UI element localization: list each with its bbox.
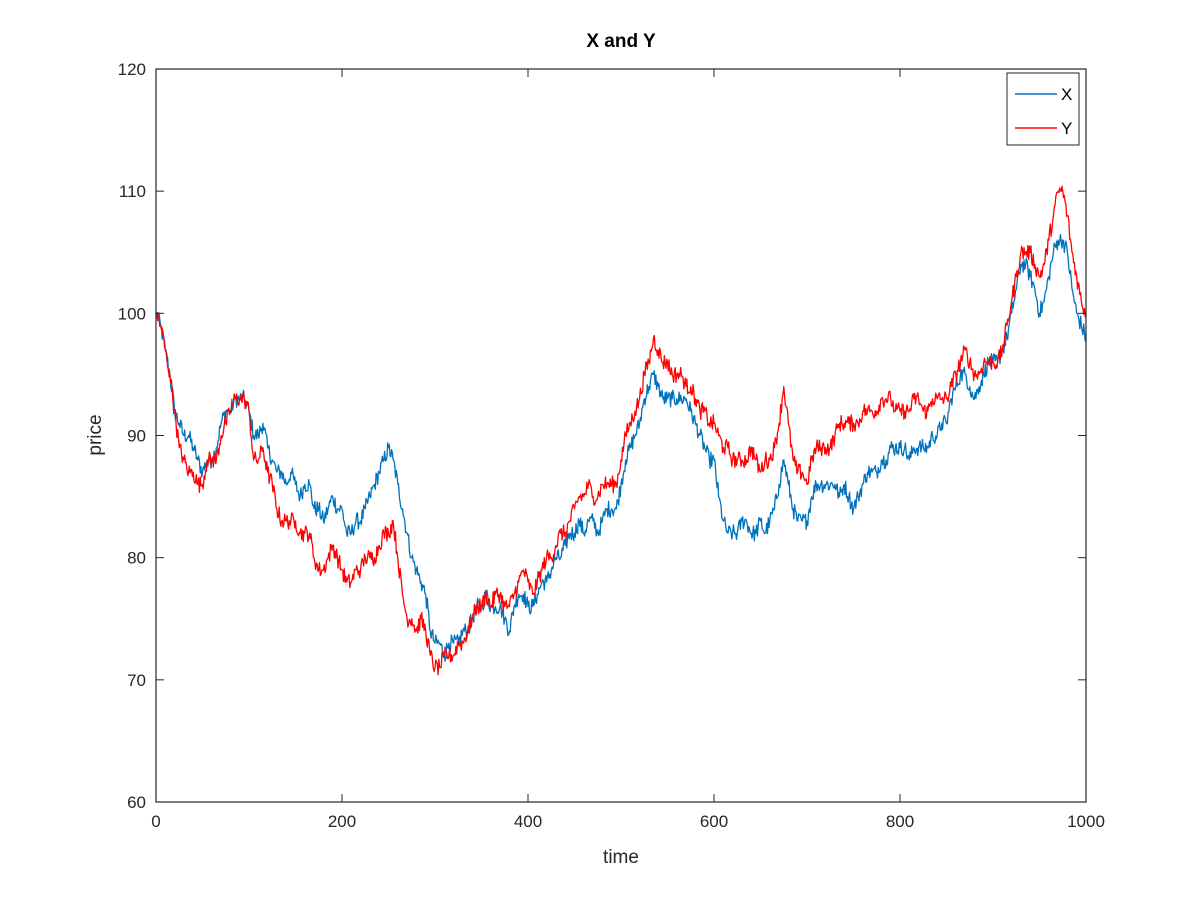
series-layer bbox=[155, 185, 1087, 676]
x-tick-label: 400 bbox=[514, 812, 542, 831]
y-tick-label: 70 bbox=[127, 671, 146, 690]
legend-label-x: X bbox=[1061, 85, 1072, 104]
y-axis-label: price bbox=[85, 414, 106, 455]
y-tick-label: 90 bbox=[127, 427, 146, 446]
legend-box bbox=[1006, 72, 1080, 146]
x-tick-label: 800 bbox=[886, 812, 914, 831]
legend-label-y: Y bbox=[1061, 119, 1072, 138]
y-tick-label: 110 bbox=[119, 182, 146, 201]
x-tick-label: 1000 bbox=[1067, 812, 1105, 831]
plot-area bbox=[156, 69, 1086, 802]
y-tick-label: 60 bbox=[127, 793, 146, 812]
chart-title: X and Y bbox=[586, 31, 656, 52]
x-tick-label: 600 bbox=[700, 812, 728, 831]
y-tick-label: 100 bbox=[118, 304, 146, 323]
y-tick-label: 120 bbox=[118, 60, 146, 79]
x-axis-label: time bbox=[603, 847, 639, 868]
ticks-layer: 0 200 400 600 800 1000 60 70 80 90 100 110 120 bbox=[118, 60, 1105, 831]
legend: XY bbox=[1006, 72, 1080, 146]
x-tick-label: 200 bbox=[328, 812, 356, 831]
series-line-y bbox=[155, 185, 1087, 676]
plot-frame bbox=[155, 68, 1087, 803]
y-tick-label: 80 bbox=[127, 549, 146, 568]
series-line-x bbox=[155, 233, 1087, 662]
x-tick-label: 0 bbox=[151, 812, 160, 831]
